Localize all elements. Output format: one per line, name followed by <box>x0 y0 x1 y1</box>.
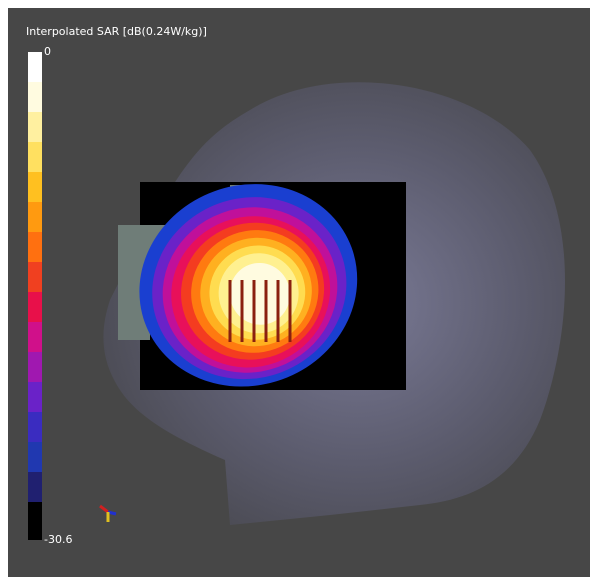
colorbar <box>28 52 42 540</box>
colorbar-title: Interpolated SAR [dB(0.24W/kg)] <box>26 25 207 38</box>
page: Interpolated SAR [dB(0.24W/kg)] 0 -30.6 … <box>0 0 598 585</box>
colorbar-max-label: 0 <box>44 45 51 58</box>
sar-view: Interpolated SAR [dB(0.24W/kg)] 0 -30.6 <box>0 0 598 585</box>
colorbar-min-label: -30.6 <box>44 533 72 546</box>
